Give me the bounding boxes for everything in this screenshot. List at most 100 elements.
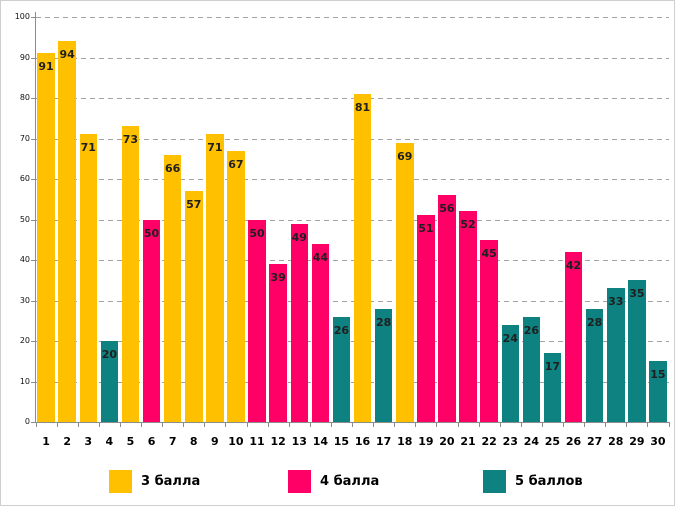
bar-value-label: 33 [608,295,624,309]
x-axis-category-label: 8 [189,435,198,448]
x-tick-mark [541,422,543,427]
bar [227,150,245,422]
y-axis-tick-label: 70 [19,133,30,143]
legend-color-swatch [109,470,132,493]
bar [438,195,456,422]
bar-value-label: 28 [375,315,392,329]
y-axis-tick-label: 90 [19,52,30,62]
bar [607,288,625,422]
gridline-10 [35,381,669,383]
bar [564,251,583,422]
bar [417,215,435,422]
x-axis-category-label: 17 [375,435,392,448]
x-tick-mark [162,422,164,427]
x-axis-category-label: 30 [650,435,666,448]
bar-value-label: 67 [228,157,244,171]
x-axis-category-label: 4 [105,435,114,448]
x-axis-category-label: 6 [147,435,156,448]
x-tick-mark [668,422,670,427]
bar [480,239,498,422]
gridline-60 [35,179,669,180]
bar [396,142,414,422]
bar-value-label: 26 [333,323,350,337]
y-tick-mark [31,341,36,342]
legend-label: 3 балла [141,474,201,489]
x-axis-category-label: 23 [502,435,518,448]
bar [543,353,562,422]
x-tick-mark [499,422,501,427]
bar-value-label: 51 [418,222,434,236]
bar [649,361,667,422]
x-tick-mark [288,422,290,427]
legend-item: 5 баллов [483,470,583,493]
bar-value-label: 50 [143,226,160,240]
bar [185,191,203,422]
x-tick-mark [373,422,375,427]
bar [163,154,182,422]
y-tick-mark [31,422,36,423]
bar-value-label: 56 [439,202,455,216]
bar-value-label: 71 [207,141,223,155]
y-tick-mark [31,57,36,59]
y-axis-tick-label: 40 [19,255,30,264]
y-axis-tick-label: 60 [19,174,30,183]
x-axis-category-label: 21 [460,435,476,448]
bar-value-label: 81 [354,100,371,114]
x-tick-mark [352,422,353,427]
legend-item: 4 балла [288,470,379,493]
bar-value-label: 73 [122,133,139,147]
x-axis-category-label: 15 [333,435,350,448]
x-tick-mark [183,422,185,427]
bar [206,134,224,422]
x-axis-category-label: 20 [439,435,455,448]
x-axis-category-label: 1 [42,435,50,448]
x-axis-category-label: 14 [312,435,328,448]
bar [121,126,140,422]
x-axis-category-label: 19 [418,435,434,448]
gridline-70 [35,138,669,140]
x-axis-category-label: 25 [544,435,561,448]
y-tick-mark [31,17,36,18]
bar [522,316,541,422]
bar-value-label: 45 [481,246,497,260]
bar-value-label: 24 [502,331,518,345]
y-tick-mark [31,381,36,383]
bar [353,93,372,422]
bar-value-label: 57 [186,198,202,212]
bar-value-label: 69 [397,149,413,163]
bar [269,264,287,422]
x-axis-category-label: 9 [211,435,219,448]
bar [290,223,308,422]
bar [79,134,97,422]
x-axis-category-label: 13 [291,435,307,448]
x-axis [35,422,669,423]
x-tick-mark [204,422,206,427]
x-tick-mark [520,422,522,427]
bar [248,219,266,422]
x-tick-mark [563,422,564,427]
legend-color-swatch [483,470,506,493]
bar [459,211,477,422]
x-axis-category-label: 16 [354,435,371,448]
bar [374,308,393,422]
x-axis-category-label: 10 [228,435,244,448]
x-tick-mark [141,422,142,427]
x-axis-category-label: 12 [270,435,286,448]
x-tick-mark [415,422,417,427]
bar-value-label: 20 [101,348,117,361]
bar-value-label: 66 [164,161,181,175]
x-tick-mark [267,422,269,427]
bar [142,219,161,422]
gridline-30 [35,300,669,302]
x-tick-mark [77,422,79,427]
x-axis-category-label: 7 [168,435,177,448]
x-tick-mark [56,422,58,427]
x-tick-mark [35,422,37,427]
bar [37,53,55,422]
x-tick-mark [119,422,121,427]
x-tick-mark [626,422,628,427]
x-axis-category-label: 22 [481,435,497,448]
bar-value-label: 49 [291,230,307,244]
